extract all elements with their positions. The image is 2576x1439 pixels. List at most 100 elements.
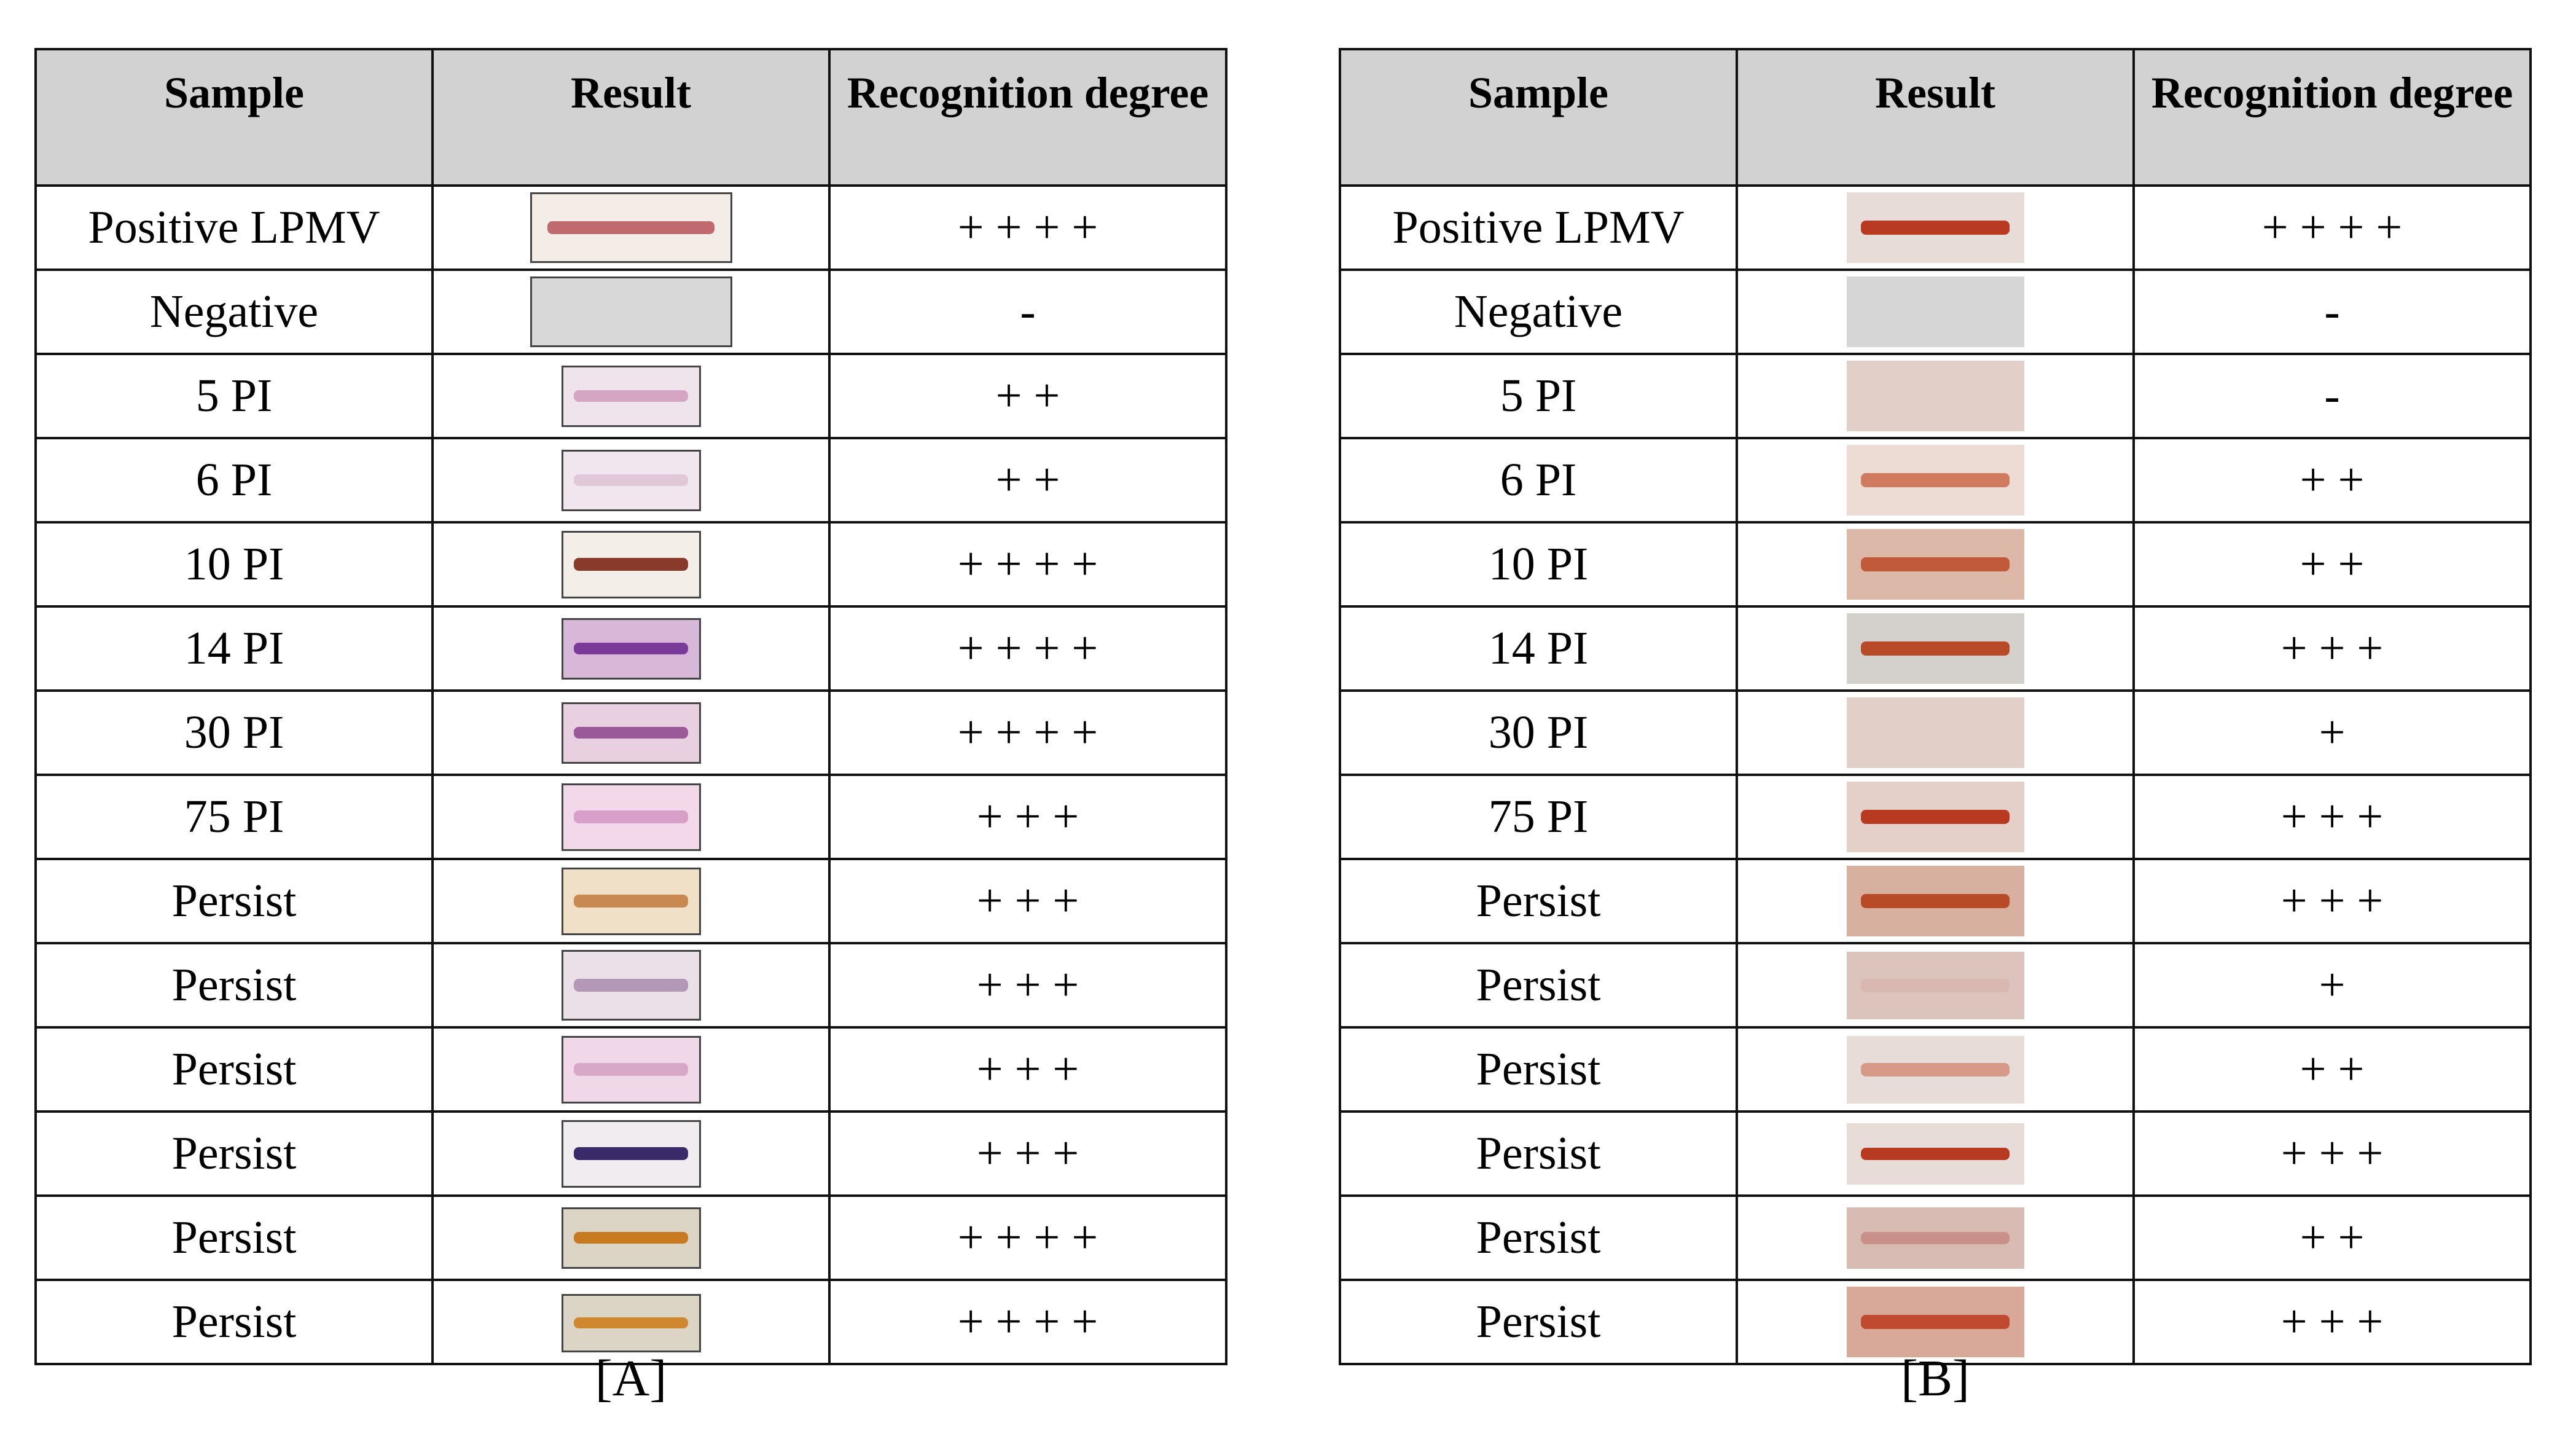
blot-image xyxy=(1846,697,2024,768)
result-cell xyxy=(431,942,831,1029)
sample-cell: Persist xyxy=(1339,942,1738,1029)
result-cell xyxy=(1736,1194,2135,1281)
column-header: Result xyxy=(431,48,831,187)
sample-cell: Positive LPMV xyxy=(1339,184,1738,271)
blot-band xyxy=(574,1147,688,1160)
table-row: 10 PI + + + + xyxy=(34,521,1227,608)
degree-cell: + + + + xyxy=(828,605,1227,692)
sample-cell: Persist xyxy=(1339,1110,1738,1197)
blot-band xyxy=(574,810,688,823)
data-table: Sample Result Recognition degree Positive L… xyxy=(1339,48,2532,1365)
result-cell xyxy=(431,689,831,776)
degree-cell: + + + xyxy=(828,1110,1227,1197)
degree-cell: + + xyxy=(2132,521,2532,608)
degree-cell: + + + xyxy=(828,942,1227,1029)
sample-cell: 10 PI xyxy=(34,521,434,608)
result-cell xyxy=(431,269,831,355)
blot-band xyxy=(574,474,688,487)
degree-cell: + + xyxy=(2132,1026,2532,1113)
column-header: Result xyxy=(1736,48,2135,187)
blot-band xyxy=(1860,557,2010,571)
blot-image xyxy=(561,1207,701,1269)
result-cell xyxy=(1736,942,2135,1029)
table-row: 14 PI + + + xyxy=(1339,605,2532,692)
table-row: Positive LPMV + + + + xyxy=(34,184,1227,271)
blot-image xyxy=(1846,866,2024,936)
table-row: Persist + + + xyxy=(34,1026,1227,1113)
degree-cell: + + xyxy=(2132,1194,2532,1281)
sample-cell: 14 PI xyxy=(1339,605,1738,692)
result-cell xyxy=(431,437,831,523)
blot-band xyxy=(574,390,688,402)
table-row: Persist + xyxy=(1339,942,2532,1029)
sample-cell: 5 PI xyxy=(1339,353,1738,439)
blot-image xyxy=(1846,529,2024,600)
table-row: Persist + + + xyxy=(34,858,1227,944)
degree-cell: - xyxy=(828,269,1227,355)
degree-cell: + + xyxy=(828,437,1227,523)
blot-image xyxy=(530,276,732,347)
blot-band xyxy=(574,1317,688,1328)
result-cell xyxy=(1736,1279,2135,1365)
table-row: 5 PI - xyxy=(1339,353,2532,439)
table-row: 75 PI + + + xyxy=(34,774,1227,860)
blot-image xyxy=(561,365,701,427)
result-cell xyxy=(431,353,831,439)
degree-cell: + + + + xyxy=(2132,184,2532,271)
caption: [A] xyxy=(595,1350,667,1407)
blot-band xyxy=(1860,1231,2010,1244)
sample-cell: Persist xyxy=(1339,1026,1738,1113)
blot-band xyxy=(1860,894,2010,908)
blot-image xyxy=(1846,1035,2024,1104)
table-row: 5 PI + + xyxy=(34,353,1227,439)
degree-cell: - xyxy=(2132,269,2532,355)
degree-cell: + + + + xyxy=(828,521,1227,608)
result-cell xyxy=(1736,774,2135,860)
result-cell xyxy=(1736,437,2135,523)
result-cell xyxy=(1736,184,2135,271)
result-cell xyxy=(431,1110,831,1197)
degree-cell: + + + + xyxy=(828,184,1227,271)
degree-cell: + xyxy=(2132,689,2532,776)
blot-band xyxy=(574,1232,688,1244)
blot-image xyxy=(561,618,701,680)
blot-band xyxy=(574,895,688,908)
table-row: Persist + + + xyxy=(1339,858,2532,944)
table-row: Persist + + + + xyxy=(34,1279,1227,1365)
table-row: 6 PI + + xyxy=(1339,437,2532,523)
result-cell xyxy=(431,1194,831,1281)
result-cell xyxy=(1736,1110,2135,1197)
blot-image xyxy=(561,449,701,511)
degree-cell: + + + xyxy=(2132,1279,2532,1365)
table-row: Persist + + + xyxy=(34,1110,1227,1197)
blot-image xyxy=(1846,613,2024,684)
result-cell xyxy=(1736,353,2135,439)
blot-image xyxy=(561,1035,701,1104)
sample-cell: Negative xyxy=(1339,269,1738,355)
degree-cell: + xyxy=(2132,942,2532,1029)
degree-cell: + + xyxy=(2132,437,2532,523)
degree-cell: + + + xyxy=(2132,605,2532,692)
degree-cell: + + + + xyxy=(828,689,1227,776)
blot-image xyxy=(1846,1207,2024,1269)
table-row: Negative - xyxy=(1339,269,2532,355)
blot-image xyxy=(561,530,701,598)
blot-band xyxy=(1860,1147,2010,1160)
blot-image xyxy=(1846,192,2024,263)
header-row: Sample Result Recognition degree xyxy=(1339,48,2532,187)
sample-cell: Persist xyxy=(34,1194,434,1281)
degree-cell: - xyxy=(2132,353,2532,439)
sample-cell: 30 PI xyxy=(1339,689,1738,776)
sample-cell: 30 PI xyxy=(34,689,434,776)
result-cell xyxy=(431,1279,831,1365)
result-cell xyxy=(431,774,831,860)
blot-band xyxy=(1860,473,2010,487)
sample-cell: Persist xyxy=(34,942,434,1029)
sample-cell: 75 PI xyxy=(1339,774,1738,860)
table-row: 30 PI + + + + xyxy=(34,689,1227,776)
result-cell xyxy=(1736,521,2135,608)
blot-band xyxy=(574,978,688,992)
column-header: Recognition degree xyxy=(2132,48,2532,187)
sample-cell: 5 PI xyxy=(34,353,434,439)
